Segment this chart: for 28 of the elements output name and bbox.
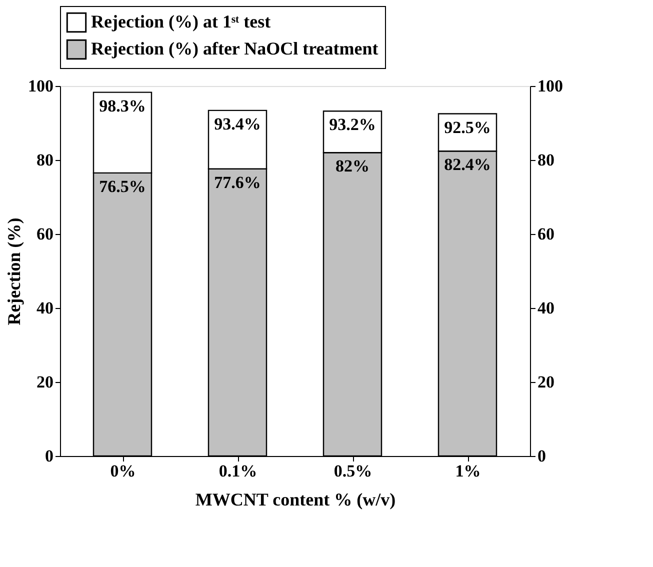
- annotation: 93.2%: [329, 115, 376, 134]
- legend-label: Rejection (%) after NaOCl treatment: [91, 38, 378, 58]
- y-tick-label: 80: [36, 150, 54, 170]
- y-tick-label: 0: [45, 446, 54, 466]
- annotation: 92.5%: [444, 118, 491, 137]
- y-axis-title: Rejection (%): [4, 218, 24, 326]
- y2-tick-label: 80: [538, 150, 554, 170]
- y-tick-label: 20: [36, 372, 54, 392]
- x-axis-title: MWCNT content % (w/v): [195, 490, 396, 510]
- data-label: 76.5%: [99, 176, 146, 196]
- x-tick-label: 1%: [455, 462, 481, 480]
- data-label: 82.4%: [444, 155, 491, 174]
- y2-tick-label: 100: [538, 76, 563, 96]
- y2-tick-label: 0: [538, 446, 546, 466]
- annotation: 93.4%: [214, 114, 261, 134]
- x-tick-label: 0.1%: [218, 462, 258, 480]
- y-tick-label: 40: [36, 298, 54, 318]
- legend-label: Rejection (%) at 1ˢᵗ test: [91, 12, 271, 32]
- y2-tick-label: 40: [538, 298, 554, 318]
- y2-tick-label: 60: [538, 224, 554, 244]
- y2-tick-label: 20: [538, 372, 554, 392]
- y-tick-label: 100: [28, 76, 54, 96]
- y-tick-label: 60: [36, 224, 54, 244]
- annotation: 98.3%: [99, 96, 146, 116]
- x-tick-label: 0%: [110, 462, 136, 480]
- x-tick-label: 0.5%: [334, 462, 372, 480]
- data-label: 77.6%: [214, 172, 261, 192]
- data-label: 82%: [336, 156, 370, 176]
